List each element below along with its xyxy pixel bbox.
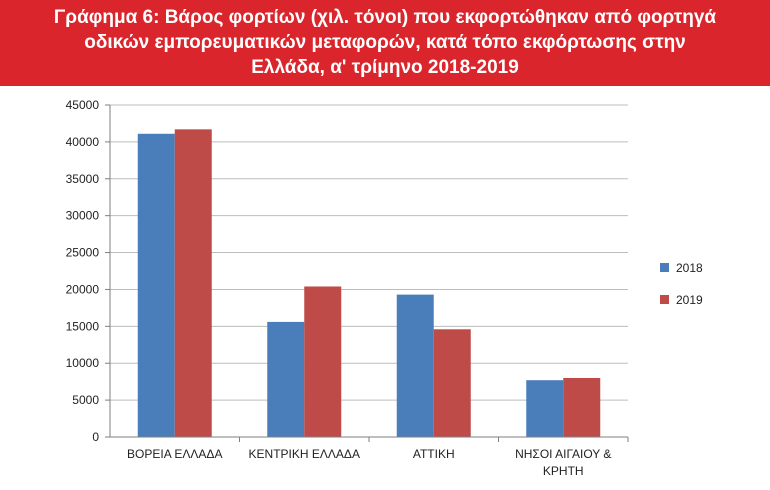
bar-2018 — [396, 294, 434, 437]
legend-swatch-2018 — [660, 263, 669, 272]
x-tick-label: ΚΕΝΤΡΙΚΗ ΕΛΛΑΔΑ — [249, 447, 360, 461]
y-tick-label: 35000 — [66, 172, 100, 186]
y-axis: 0 5000 10000 15000 20000 25000 30000 35000 40000… — [66, 98, 111, 444]
y-tick-label: 30000 — [66, 209, 100, 223]
bars — [137, 129, 601, 438]
y-tick-label: 40000 — [66, 135, 100, 149]
title-line-1: Γράφημα 6: Βάρος φορτίων (χιλ. τόνοι) πο… — [53, 7, 717, 28]
title-line-2: οδικών εμπορευματικών μεταφορών, κατά τό… — [84, 32, 686, 53]
legend: 2018 2019 — [660, 261, 703, 307]
bar-2018 — [526, 380, 564, 437]
x-tick-label: ΝΗΣΟΙ ΑΙΓΑΙΟΥ & — [515, 447, 611, 461]
bar-2019 — [563, 377, 601, 437]
title-line-3: Ελλάδα, α' τρίμηνο 2018-2019 — [251, 57, 519, 78]
y-tick-label: 5000 — [72, 393, 99, 407]
bar-2018 — [137, 133, 175, 438]
x-tick-label: ΑΤΤΙΚΗ — [413, 447, 455, 461]
x-tick-label: ΚΡΗΤΗ — [543, 464, 584, 478]
legend-label-2019: 2019 — [676, 293, 703, 307]
y-tick-label: 20000 — [66, 282, 100, 296]
bar-2018 — [267, 321, 305, 437]
y-tick-label: 45000 — [66, 98, 100, 112]
legend-label-2018: 2018 — [676, 261, 703, 275]
x-tick-label: ΒΟΡΕΙΑ ΕΛΛΑΔΑ — [127, 447, 222, 461]
y-tick-label: 25000 — [66, 246, 100, 260]
y-tick-label: 10000 — [66, 356, 100, 370]
y-tick-label: 15000 — [66, 319, 100, 333]
x-axis: ΒΟΡΕΙΑ ΕΛΛΑΔΑ ΚΕΝΤΡΙΚΗ ΕΛΛΑΔΑ ΑΤΤΙΚΗ ΝΗΣΟΙ … — [110, 436, 629, 478]
bar-2019 — [174, 129, 212, 437]
chart-svg: 0 5000 10000 15000 20000 25000 30000 35000 40000… — [66, 98, 703, 478]
chart-title-banner: Γράφημα 6: Βάρος φορτίων (χιλ. τόνοι) πο… — [0, 0, 770, 86]
bar-2019 — [304, 286, 342, 437]
bar-2019 — [433, 329, 471, 437]
legend-swatch-2019 — [660, 295, 669, 304]
bar-chart: 0 5000 10000 15000 20000 25000 30000 35000 40000… — [0, 86, 770, 485]
y-tick-label: 0 — [92, 430, 99, 444]
